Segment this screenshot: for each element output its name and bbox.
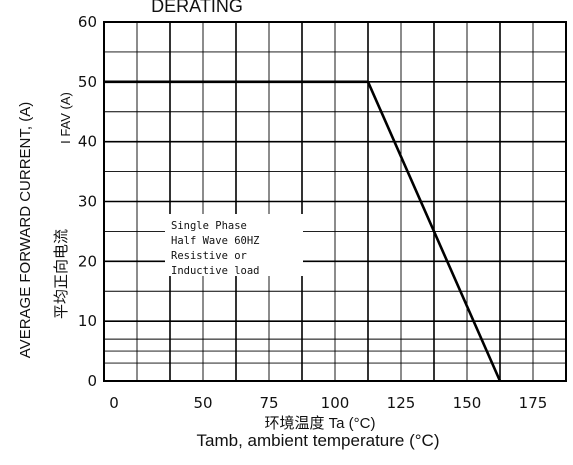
- y-axis-unit: I FAV (A): [58, 92, 73, 144]
- x-tick-label: 100: [321, 394, 350, 412]
- annotation-line-2: Half Wave 60HZ: [171, 235, 260, 247]
- annotation-line-3: Resistive or: [171, 250, 247, 262]
- x-tick-label: 150: [453, 394, 482, 412]
- chart-grid: [103, 21, 567, 382]
- x-tick-label: 0: [109, 394, 119, 412]
- annotation-line-1: Single Phase: [171, 220, 247, 232]
- y-tick-label: 30: [78, 193, 97, 211]
- x-axis-label-cn: 环境温度 Ta (°C): [265, 414, 376, 432]
- y-tick-label: 40: [78, 133, 97, 151]
- y-tick-label: 0: [87, 372, 97, 390]
- y-tick-label: 60: [78, 13, 97, 31]
- y-tick-label: 20: [78, 252, 97, 270]
- y-axis-label-en: AVERAGE FORWARD CURRENT, (A): [17, 102, 34, 358]
- y-tick-label: 10: [78, 312, 97, 330]
- derating-curve: [104, 80, 502, 382]
- annotation-box: Single Phase Half Wave 60HZ Resistive or…: [165, 214, 303, 277]
- annotation-background: [165, 214, 303, 276]
- chart-series: [104, 80, 502, 382]
- x-tick-label: 50: [193, 394, 212, 412]
- x-tick-label: 175: [519, 394, 548, 412]
- annotation-line-4: Inductive load: [171, 265, 260, 277]
- chart-tick-labels: 0 50 75 100 125 150 175 0 10 20 30 40 50 60: [78, 13, 547, 412]
- x-axis-label-en: Tamb, ambient temperature (°C): [197, 431, 440, 450]
- y-tick-label: 50: [78, 73, 97, 91]
- x-tick-label: 125: [387, 394, 416, 412]
- x-tick-label: 75: [259, 394, 278, 412]
- chart-title: DERATING: [151, 0, 243, 16]
- y-axis-label-cn: 平均正向电流: [53, 229, 70, 319]
